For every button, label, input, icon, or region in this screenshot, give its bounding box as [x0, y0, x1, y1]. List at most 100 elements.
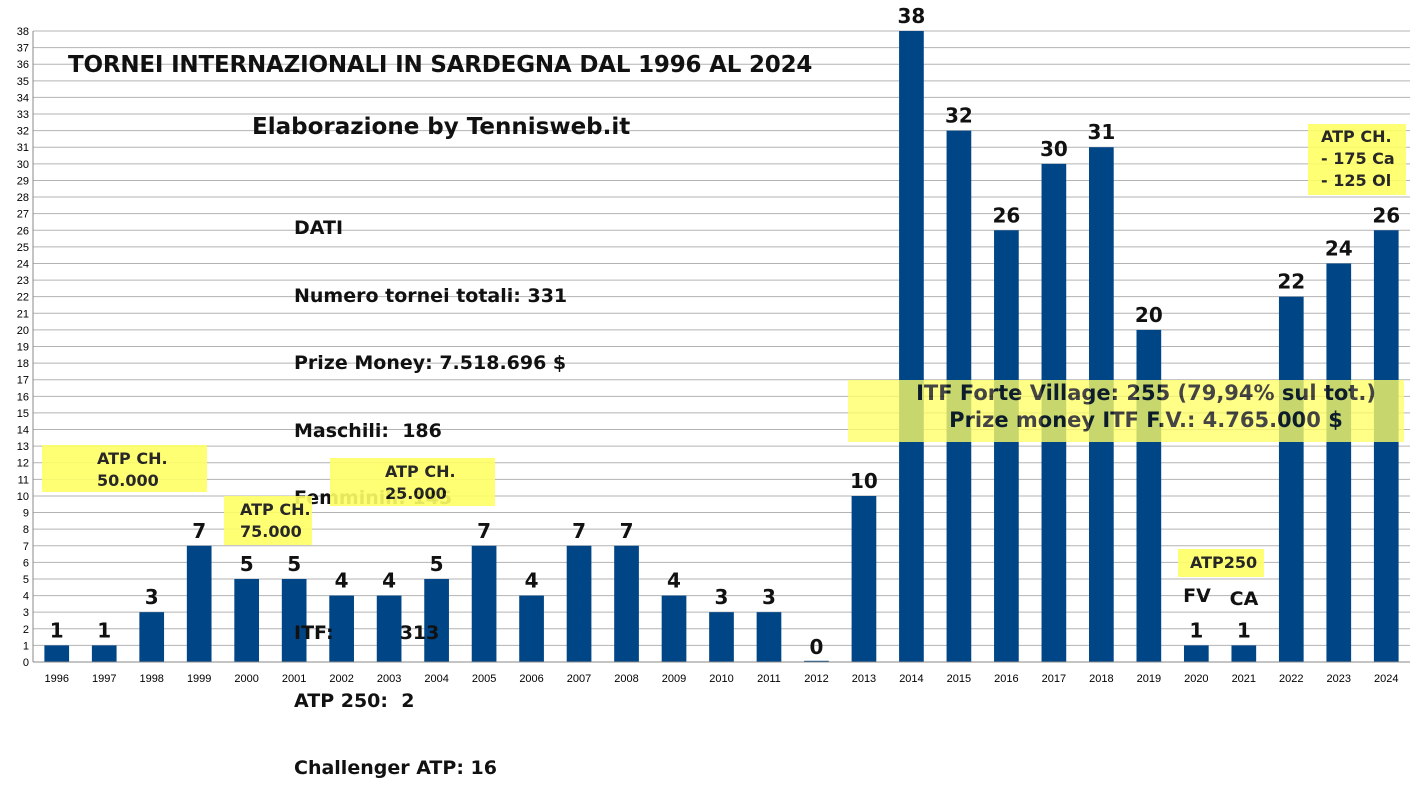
note-atp-ch-50000: ATP CH. 50.000: [42, 445, 207, 492]
data-label: 24: [1325, 236, 1353, 260]
bar: [566, 545, 592, 662]
y-tick-label: 31: [17, 142, 29, 154]
bar: [661, 595, 687, 662]
note-line: - 175 Ca: [1321, 149, 1395, 168]
y-tick-label: 14: [17, 425, 29, 437]
bar: [899, 31, 924, 662]
note-line: ATP CH.: [1321, 127, 1392, 146]
x-tick-label: 2014: [899, 673, 923, 685]
y-tick-label: 22: [17, 292, 29, 304]
x-tick-label: 2009: [662, 673, 686, 685]
note-line: ATP250: [1190, 553, 1258, 572]
bar: [376, 595, 402, 662]
data-label: 38: [898, 4, 926, 28]
bar: [756, 612, 782, 662]
x-tick-label: 2005: [472, 673, 496, 685]
x-tick-label: 2004: [424, 673, 448, 685]
x-tick-label: 2021: [1232, 673, 1256, 685]
y-tick-label: 17: [17, 375, 29, 387]
chart-title: TORNEI INTERNAZIONALI IN SARDEGNA DAL 19…: [68, 52, 813, 78]
bar: [1231, 645, 1257, 662]
y-tick-label: 29: [17, 175, 29, 187]
bar: [424, 578, 449, 662]
data-label: 4: [382, 569, 396, 593]
data-label: 4: [667, 569, 681, 593]
bar: [329, 595, 354, 662]
y-tick-label: 7: [23, 541, 29, 553]
y-tick-label: 23: [17, 275, 29, 287]
y-tick-label: 20: [17, 325, 29, 337]
y-tick-label: 2: [23, 624, 29, 636]
y-tick-label: 6: [23, 557, 29, 569]
x-tick-label: 1997: [92, 673, 116, 685]
bar: [1373, 230, 1399, 662]
y-tick-label: 37: [17, 43, 29, 55]
x-tick-label: 2002: [329, 673, 353, 685]
y-tick-label: 9: [23, 508, 29, 520]
x-tick-label: 2022: [1279, 673, 1303, 685]
y-axis-ticks: 0123456789101112131415161718192021222324…: [17, 26, 29, 669]
bar: [519, 595, 544, 662]
y-tick-label: 30: [17, 159, 29, 171]
data-label: 4: [525, 569, 539, 593]
y-tick-label: 27: [17, 209, 29, 221]
info-line: [294, 555, 567, 578]
x-tick-label: 2023: [1327, 673, 1351, 685]
gridlines: [33, 30, 1410, 663]
x-tick-label: 2016: [994, 673, 1018, 685]
data-label: 30: [1040, 137, 1068, 161]
bar: [614, 545, 639, 662]
x-tick-label: 2015: [947, 673, 971, 685]
data-label: 3: [762, 585, 776, 609]
bar: [1326, 263, 1352, 662]
note-line: ITF Forte Village: 255 (79,94% sul tot.): [916, 381, 1376, 405]
data-label: 22: [1277, 270, 1305, 294]
x-tick-label: 2008: [614, 673, 638, 685]
chart-subtitle: Elaborazione by Tennisweb.it: [252, 114, 631, 140]
y-tick-label: 33: [17, 109, 29, 121]
y-tick-label: 34: [17, 92, 29, 104]
x-tick-label: 2007: [567, 673, 591, 685]
note-line: 50.000: [97, 471, 159, 490]
data-label: 1: [1189, 618, 1203, 642]
y-tick-label: 12: [17, 458, 29, 470]
info-line: ITF: 313: [294, 622, 440, 644]
data-label: 20: [1135, 303, 1163, 327]
data-label: 10: [850, 469, 878, 493]
note-atp-ch-2024: ATP CH. - 175 Ca - 125 Ol: [1308, 124, 1406, 195]
y-tick-label: 11: [18, 474, 29, 486]
info-line: Numero tornei totali: 331: [294, 284, 568, 307]
bar: [804, 660, 829, 662]
y-tick-label: 19: [17, 342, 29, 354]
y-tick-label: 21: [17, 308, 29, 320]
note-line: Prize money ITF F.V.: 4.765.000 $: [949, 408, 1343, 432]
y-tick-label: 32: [17, 126, 29, 138]
bar: [234, 578, 260, 662]
bar: [994, 230, 1019, 662]
bar: [281, 578, 307, 662]
y-tick-label: 16: [17, 391, 29, 403]
y-tick-label: 25: [17, 242, 29, 254]
data-label: 7: [620, 519, 634, 543]
data-label: 5: [287, 552, 301, 576]
x-tick-label: 1999: [187, 673, 211, 685]
x-tick-label: 2010: [709, 673, 733, 685]
y-tick-label: 3: [23, 607, 29, 619]
data-label: 26: [992, 203, 1020, 227]
data-label: 31: [1087, 120, 1115, 144]
x-tick-label: 2018: [1089, 673, 1113, 685]
y-tick-label: 28: [17, 192, 29, 204]
note-line: ATP CH.: [240, 500, 311, 519]
info-line: Maschili: 186: [294, 419, 442, 442]
note-itf-forte-village: ITF Forte Village: 255 (79,94% sul tot.)…: [848, 380, 1404, 442]
x-tick-label: 2020: [1184, 673, 1208, 685]
note-line: - 125 Ol: [1321, 171, 1392, 190]
x-tick-label: 2001: [282, 673, 306, 685]
bar-chart: 0123456789101112131415161718192021222324…: [17, 4, 1410, 685]
data-label: 1: [97, 618, 111, 642]
y-tick-label: 1: [23, 640, 29, 652]
x-tick-label: 2000: [234, 673, 258, 685]
x-tick-label: 1998: [139, 673, 163, 685]
bar: [139, 612, 165, 662]
